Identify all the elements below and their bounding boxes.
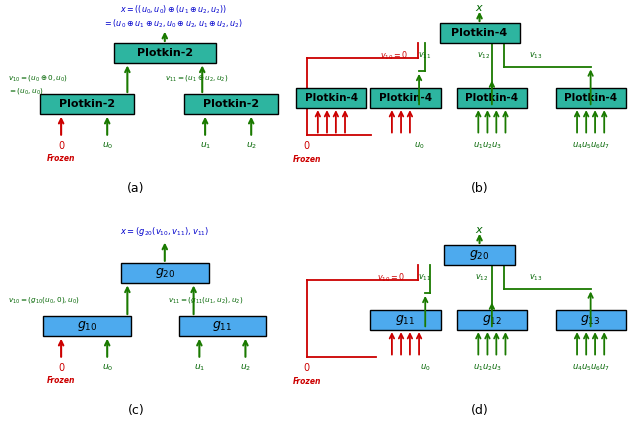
Text: $v_{10} = 0$: $v_{10} = 0$ bbox=[377, 271, 406, 284]
Text: 0: 0 bbox=[58, 141, 64, 151]
Text: $x$: $x$ bbox=[475, 4, 484, 13]
Text: Frozen: Frozen bbox=[292, 377, 321, 386]
FancyBboxPatch shape bbox=[296, 88, 367, 107]
Text: $g_{11}$: $g_{11}$ bbox=[212, 319, 232, 333]
FancyBboxPatch shape bbox=[445, 246, 515, 265]
FancyBboxPatch shape bbox=[440, 24, 520, 43]
Text: 0: 0 bbox=[304, 363, 310, 373]
Text: $u_2$: $u_2$ bbox=[482, 141, 493, 151]
Text: Frozen: Frozen bbox=[47, 155, 76, 163]
FancyBboxPatch shape bbox=[371, 310, 440, 329]
Text: $u_5$: $u_5$ bbox=[581, 141, 591, 151]
Text: (b): (b) bbox=[471, 182, 488, 195]
Text: $v_{12}$: $v_{12}$ bbox=[477, 50, 490, 61]
Text: $u_0$: $u_0$ bbox=[102, 141, 113, 151]
Text: $u_1$: $u_1$ bbox=[473, 363, 484, 373]
Text: $u_3$: $u_3$ bbox=[491, 141, 502, 151]
Text: Plotkin-2: Plotkin-2 bbox=[59, 99, 115, 109]
Text: Plotkin-4: Plotkin-4 bbox=[451, 28, 508, 38]
Text: $v_{12}$: $v_{12}$ bbox=[475, 272, 488, 283]
FancyBboxPatch shape bbox=[40, 95, 134, 114]
Text: $u_0$: $u_0$ bbox=[102, 363, 113, 373]
Text: $u_4$: $u_4$ bbox=[572, 363, 582, 373]
Text: $u_1$: $u_1$ bbox=[473, 141, 484, 151]
Text: $x$: $x$ bbox=[475, 226, 484, 235]
FancyBboxPatch shape bbox=[114, 44, 216, 63]
Text: $u_6$: $u_6$ bbox=[590, 141, 600, 151]
FancyBboxPatch shape bbox=[371, 88, 440, 107]
FancyBboxPatch shape bbox=[179, 317, 266, 336]
Text: $v_{11}$: $v_{11}$ bbox=[418, 50, 431, 61]
Text: 0: 0 bbox=[304, 141, 310, 151]
Text: $u_2$: $u_2$ bbox=[240, 363, 251, 373]
FancyBboxPatch shape bbox=[121, 263, 209, 283]
Text: Frozen: Frozen bbox=[292, 155, 321, 164]
Text: $g_{11}$: $g_{11}$ bbox=[396, 313, 415, 327]
Text: $u_1$: $u_1$ bbox=[194, 363, 205, 373]
Text: $v_{13}$: $v_{13}$ bbox=[529, 272, 542, 283]
Text: (d): (d) bbox=[470, 404, 488, 417]
Text: $= (u_0 \oplus u_1 \oplus u_2, u_0 \oplus u_2, u_1 \oplus u_2, u_2)$: $= (u_0 \oplus u_1 \oplus u_2, u_0 \oplu… bbox=[104, 18, 243, 30]
Text: $v_{10} = (g_{10}(u_0, 0), u_0)$: $v_{10} = (g_{10}(u_0, 0), u_0)$ bbox=[8, 295, 80, 305]
Text: $u_7$: $u_7$ bbox=[599, 363, 609, 373]
Text: $g_{12}$: $g_{12}$ bbox=[482, 313, 502, 327]
Text: $u_2$: $u_2$ bbox=[482, 363, 493, 373]
Text: $u_6$: $u_6$ bbox=[590, 363, 600, 373]
Text: $x = (g_{20}(v_{10}, v_{11}), v_{11})$: $x = (g_{20}(v_{10}, v_{11}), v_{11})$ bbox=[120, 226, 209, 238]
FancyBboxPatch shape bbox=[556, 310, 626, 329]
Text: Frozen: Frozen bbox=[47, 377, 76, 385]
Text: $v_{11}$: $v_{11}$ bbox=[418, 272, 431, 283]
Text: $g_{20}$: $g_{20}$ bbox=[154, 266, 175, 280]
Text: $u_2$: $u_2$ bbox=[246, 141, 257, 151]
Text: $u_0$: $u_0$ bbox=[413, 141, 424, 151]
Text: $u_4$: $u_4$ bbox=[572, 141, 582, 151]
FancyBboxPatch shape bbox=[44, 317, 131, 336]
Text: $v_{10} = 0$: $v_{10} = 0$ bbox=[380, 49, 408, 62]
FancyBboxPatch shape bbox=[556, 88, 626, 107]
FancyBboxPatch shape bbox=[457, 88, 527, 107]
Text: $u_7$: $u_7$ bbox=[599, 141, 609, 151]
Text: $v_{10} = (u_0 \oplus 0, u_0)$: $v_{10} = (u_0 \oplus 0, u_0)$ bbox=[8, 73, 68, 83]
Text: 0: 0 bbox=[58, 363, 64, 373]
Text: Plotkin-4: Plotkin-4 bbox=[564, 93, 617, 103]
Text: $v_{11} = (u_1 \oplus u_2, u_2)$: $v_{11} = (u_1 \oplus u_2, u_2)$ bbox=[165, 73, 228, 83]
Text: $u_0$: $u_0$ bbox=[420, 363, 431, 373]
Text: $u_1$: $u_1$ bbox=[200, 141, 211, 151]
Text: (c): (c) bbox=[127, 404, 145, 417]
Text: $x = ((u_0, u_0) \oplus (u_1 \oplus u_2, u_2))$: $x = ((u_0, u_0) \oplus (u_1 \oplus u_2,… bbox=[120, 4, 227, 16]
Text: Plotkin-4: Plotkin-4 bbox=[465, 93, 518, 103]
Text: $u_5$: $u_5$ bbox=[581, 363, 591, 373]
Text: Plotkin-2: Plotkin-2 bbox=[203, 99, 259, 109]
Text: (a): (a) bbox=[127, 182, 145, 195]
Text: Plotkin-4: Plotkin-4 bbox=[379, 93, 432, 103]
FancyBboxPatch shape bbox=[184, 95, 278, 114]
Text: $g_{10}$: $g_{10}$ bbox=[77, 319, 97, 333]
Text: $v_{11} = (g_{11}(u_1, u_2), u_2)$: $v_{11} = (g_{11}(u_1, u_2), u_2)$ bbox=[168, 295, 243, 305]
FancyBboxPatch shape bbox=[457, 310, 527, 329]
Text: Plotkin-2: Plotkin-2 bbox=[137, 48, 193, 58]
Text: $v_{13}$: $v_{13}$ bbox=[529, 50, 542, 61]
Text: Plotkin-4: Plotkin-4 bbox=[305, 93, 358, 103]
Text: $g_{20}$: $g_{20}$ bbox=[469, 248, 490, 262]
Text: $g_{13}$: $g_{13}$ bbox=[580, 313, 601, 327]
Text: $u_3$: $u_3$ bbox=[491, 363, 502, 373]
Text: $= (u_0, u_0)$: $= (u_0, u_0)$ bbox=[8, 86, 44, 96]
